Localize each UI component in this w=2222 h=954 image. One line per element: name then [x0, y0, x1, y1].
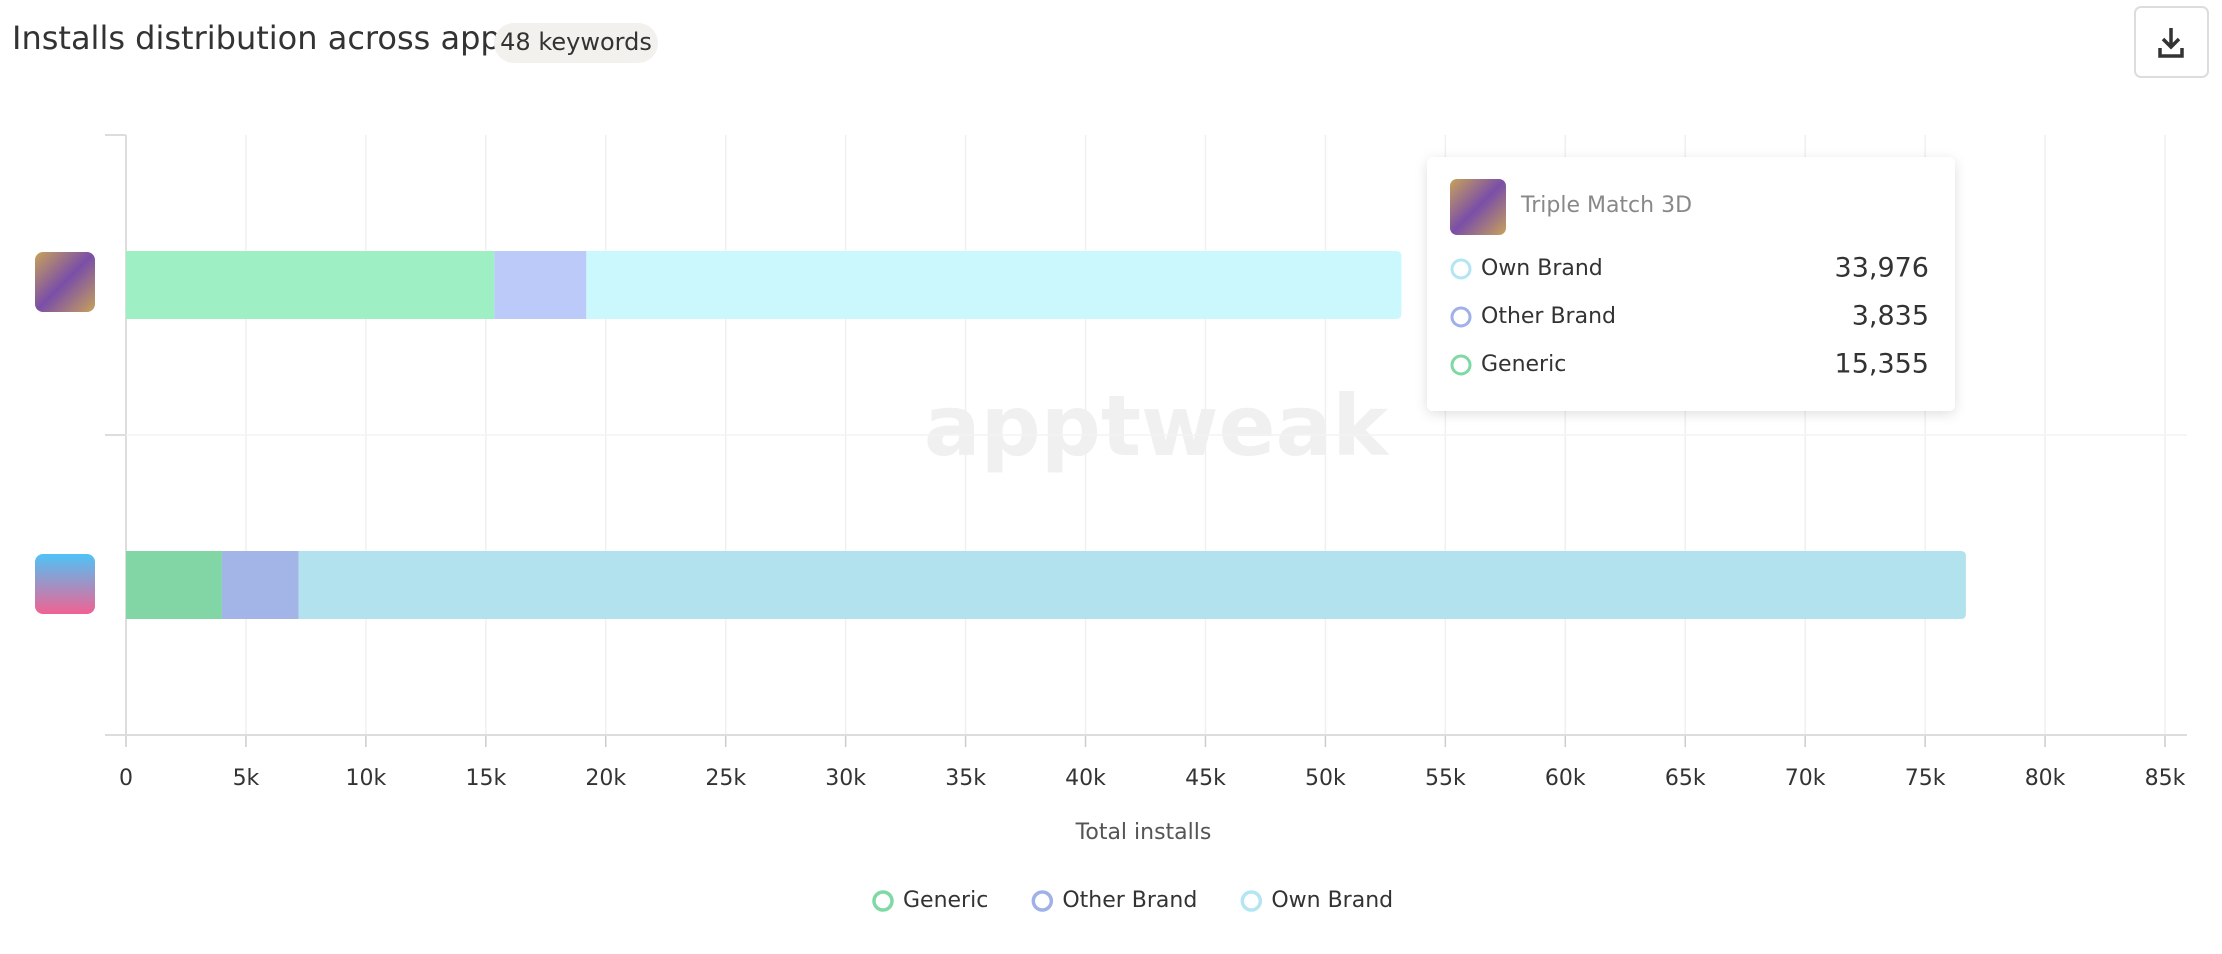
tooltip-marker — [1450, 354, 1472, 376]
tooltip-box — [1427, 157, 1955, 411]
bar-segment — [586, 251, 1402, 319]
x-tick-label: 20k — [585, 766, 626, 791]
tooltip-marker — [1450, 306, 1472, 328]
tooltip-title: Triple Match 3D — [1520, 193, 1692, 218]
x-tick-label: 85k — [2145, 766, 2186, 791]
x-tick-label: 5k — [233, 766, 260, 791]
x-tick-label: 30k — [825, 766, 866, 791]
x-axis-title: Total installs — [1075, 820, 1212, 845]
legend-marker — [1031, 890, 1054, 912]
bar-segment — [126, 551, 222, 619]
legend-label: Other Brand — [1062, 888, 1197, 913]
watermark: apptweak — [924, 377, 1390, 475]
legend-label: Generic — [903, 888, 988, 913]
tooltip-series-name: Generic — [1481, 352, 1566, 377]
download-button[interactable] — [2134, 6, 2209, 78]
app-icon — [35, 252, 95, 312]
x-tick-label: 60k — [1545, 766, 1586, 791]
badge — [494, 23, 658, 63]
bar-segment — [126, 251, 495, 319]
x-tick-label: 0 — [119, 766, 133, 791]
tooltip: Triple Match 3D Own Brand 33,976 Other Bran… — [1427, 157, 1955, 411]
tooltip-value: 15,355 — [1835, 349, 1929, 380]
x-tick-label: 40k — [1065, 766, 1106, 791]
x-tick-label: 45k — [1185, 766, 1226, 791]
x-tick-label: 10k — [346, 766, 387, 791]
x-tick-label: 75k — [1905, 766, 1946, 791]
x-tick-label: 70k — [1785, 766, 1826, 791]
x-tick-label: 15k — [465, 766, 506, 791]
legend-label: Own Brand — [1271, 888, 1393, 913]
tooltip-series-name: Other Brand — [1481, 304, 1616, 329]
legend-marker — [872, 890, 894, 912]
tooltip-value: 33,976 — [1835, 253, 1929, 284]
legend-marker — [1240, 890, 1263, 912]
tooltip-value: 3,835 — [1852, 301, 1929, 332]
x-tick-label: 50k — [1305, 766, 1346, 791]
x-tick-label: 35k — [945, 766, 986, 791]
tooltip-series-name: Own Brand — [1481, 256, 1603, 281]
bar-segment — [221, 551, 299, 619]
title: Installs distribution across apps — [12, 19, 517, 57]
x-tick-label: 25k — [705, 766, 746, 791]
app-icon — [35, 554, 95, 614]
x-tick-label: 80k — [2025, 766, 2066, 791]
badge-text: 48 keywords — [500, 28, 652, 56]
x-tick-label: 65k — [1665, 766, 1706, 791]
tooltip-icon — [1450, 179, 1506, 235]
bar-segment — [494, 251, 587, 319]
tooltip-marker — [1450, 258, 1472, 280]
x-tick-label: 55k — [1425, 766, 1466, 791]
bar-segment — [298, 551, 1966, 619]
